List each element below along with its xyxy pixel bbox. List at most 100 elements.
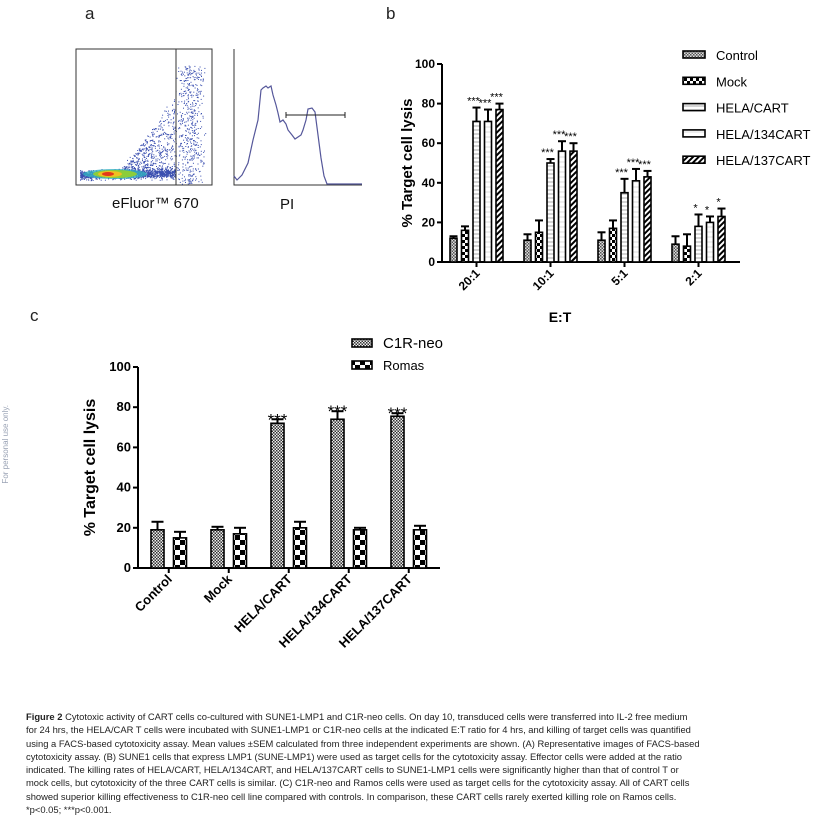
caption-line: indicated. The killing rates of HELA/CAR… [26, 764, 679, 776]
significance-marker: *** [553, 129, 567, 141]
bar-mock [460, 229, 470, 263]
bar-hela-134cart [483, 120, 493, 263]
significance-marker: * [705, 204, 710, 216]
legend-label: Mock [716, 74, 748, 89]
bar-hela-137cart [643, 176, 652, 263]
bar-c1r-neo [390, 415, 405, 569]
bar-hela-137cart [569, 150, 578, 263]
bar-hela-137cart [717, 215, 726, 263]
legend-label: HELA/137CART [716, 153, 810, 168]
chart-c: 0 20 40 60 80 100 % Target cell lysis Control Mo… [82, 335, 443, 651]
x-tick-label: HELA/CART [231, 571, 295, 635]
x-tick-label: Control [132, 572, 175, 615]
legend-item: Control [682, 48, 758, 63]
y-tick-label: 100 [109, 359, 131, 374]
x-tick-label: 10:1 [530, 266, 557, 293]
bar-hela-134cart [705, 221, 715, 263]
caption-line: cytotoxicity assay. (B) SUNE1 cells that… [26, 750, 682, 762]
bar-hela-134cart [631, 180, 641, 263]
bar-romas [352, 529, 368, 569]
y-tick-label: 60 [422, 136, 436, 150]
scatter-density-dots [80, 65, 207, 185]
y-tick-label: 80 [117, 399, 131, 414]
legend-swatch [351, 360, 373, 370]
scatter-plot-frame [75, 48, 213, 186]
bar-c1r-neo [150, 529, 165, 569]
y-tick-label: 80 [422, 97, 436, 111]
legend-swatch [682, 102, 706, 112]
legend-item: C1R-neo [351, 335, 443, 352]
legend-label: Control [716, 48, 758, 63]
legend-swatch [682, 155, 706, 164]
bar-hela-cart [472, 120, 481, 263]
x-tick-label: 5:1 [608, 266, 630, 288]
legend-swatch [682, 50, 706, 59]
caption-line: mock cells, but cytotoxicity of the thre… [26, 777, 690, 789]
histogram-axes [233, 49, 362, 186]
bar-c1r-neo [270, 422, 285, 569]
significance-marker: *** [328, 402, 348, 421]
bar-c1r-neo [210, 529, 225, 569]
caption-line: *p<0.05; ***p<0.001. [26, 804, 112, 816]
panel-label-b: b [386, 4, 396, 23]
x-tick-label: Mock [201, 571, 236, 606]
scatter-x-label: eFluor™ 670 [112, 195, 199, 212]
bar-romas [292, 526, 308, 569]
bar-hela-134cart [557, 150, 567, 263]
legend-item: HELA/134CART [682, 127, 810, 142]
significance-marker: *** [541, 147, 555, 159]
significance-marker: *** [268, 410, 288, 429]
bar-control [671, 243, 680, 263]
caption-line: showed superior killing effectiveness to… [26, 790, 677, 802]
y-axis-label: % Target cell lysis [82, 399, 99, 537]
legend-item: Romas [351, 358, 425, 373]
caption-line: using a FACS-based cytotoxicity assay. M… [26, 737, 700, 749]
significance-marker: * [693, 202, 698, 214]
significance-marker: *** [388, 404, 408, 423]
legend-label: Romas [383, 358, 425, 373]
bar-hela-cart [546, 162, 555, 263]
bar-control [523, 239, 532, 263]
bar-control [597, 239, 606, 263]
histogram-x-label: PI [280, 196, 294, 213]
panel-label-a: a [85, 4, 95, 23]
bar-hela-137cart [495, 108, 504, 263]
legend-item: Mock [682, 74, 748, 89]
y-tick-label: 20 [117, 520, 131, 535]
panel-label-c: c [30, 306, 39, 325]
bar-romas [232, 533, 248, 569]
bar-hela-cart [620, 191, 629, 263]
x-tick-label: 2:1 [682, 266, 704, 288]
y-tick-label: 20 [422, 215, 436, 229]
y-tick-label: 40 [422, 176, 436, 190]
y-tick-label: 0 [124, 560, 131, 575]
y-tick-label: 0 [428, 255, 435, 269]
bar-hela-cart [694, 225, 703, 263]
significance-marker: *** [627, 157, 641, 169]
legend-swatch [682, 76, 706, 86]
bar-control [449, 237, 458, 263]
bar-mock [534, 231, 544, 263]
y-axis-label: % Target cell lysis [399, 99, 416, 228]
significance-marker: *** [490, 92, 504, 104]
legend-label: C1R-neo [383, 335, 443, 352]
bar-mock [682, 245, 692, 263]
bar-romas [172, 537, 188, 569]
y-tick-label: 100 [415, 57, 435, 71]
legend-swatch [682, 129, 706, 138]
legend-swatch [351, 338, 373, 348]
bar-romas [412, 529, 428, 569]
figure-number: Figure 2 [26, 711, 63, 722]
caption-line: for 24 hrs, the HELA/CAR T cells were in… [26, 724, 691, 736]
histogram-curve [233, 85, 362, 185]
significance-marker: *** [467, 96, 481, 108]
bar-mock [608, 227, 618, 263]
legend-item: HELA/CART [682, 101, 789, 116]
y-tick-label: 40 [117, 480, 131, 495]
flow-cytometry-panel: eFluor™ 670 PI [75, 48, 362, 213]
legend-label: HELA/134CART [716, 127, 810, 142]
significance-marker: * [716, 197, 721, 209]
figure-caption: Figure 2 Cytotoxic activity of CART cell… [26, 710, 826, 816]
